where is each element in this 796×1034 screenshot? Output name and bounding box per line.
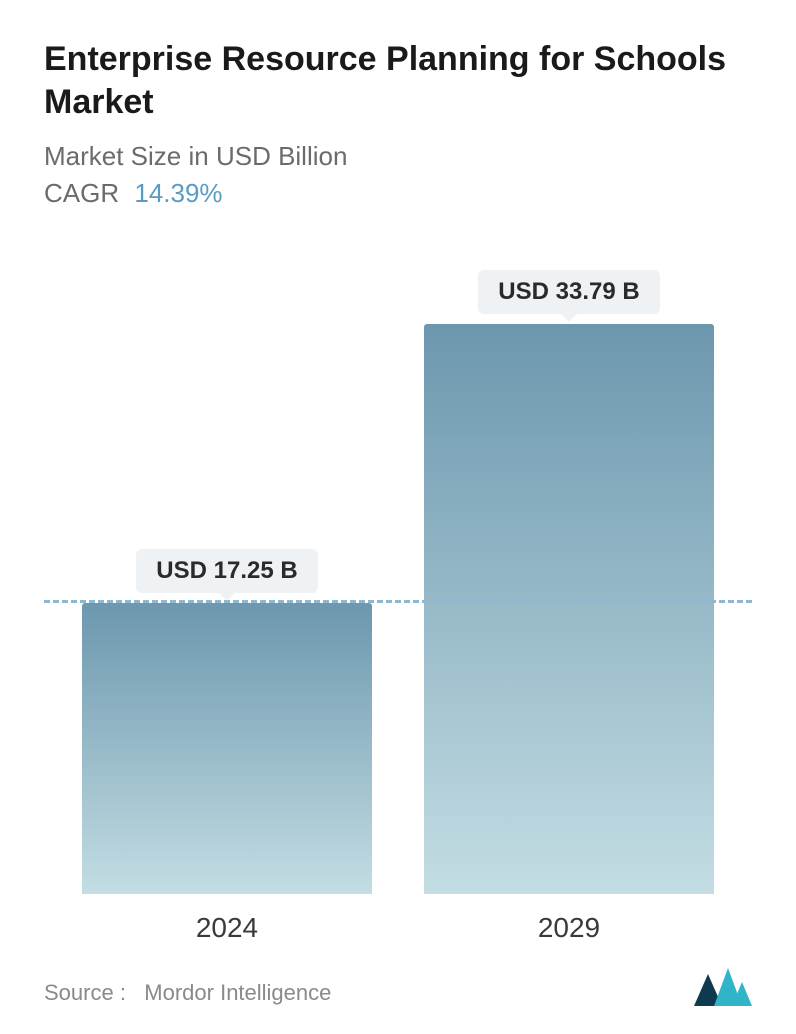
source-text: Source : Mordor Intelligence (44, 980, 331, 1006)
chart-footer: Source : Mordor Intelligence (44, 954, 752, 1006)
mordor-logo-icon (694, 966, 752, 1006)
value-badge-0: USD 17.25 B (136, 549, 317, 593)
cagr-value: 14.39% (134, 178, 222, 208)
x-axis-labels: 2024 2029 (56, 912, 740, 944)
source-label: Source : (44, 980, 126, 1005)
cagr-row: CAGR 14.39% (44, 178, 752, 209)
x-label-0: 2024 (82, 912, 372, 944)
value-badge-1: USD 33.79 B (478, 270, 659, 314)
bar-1 (424, 324, 714, 894)
bar-0 (82, 603, 372, 894)
bar-group-1: USD 33.79 B (424, 270, 714, 894)
chart-plot-area: USD 17.25 B USD 33.79 B 2024 2029 (56, 237, 740, 954)
chart-title: Enterprise Resource Planning for Schools… (44, 38, 752, 123)
bars-group: USD 17.25 B USD 33.79 B (56, 237, 740, 894)
reference-line (44, 600, 752, 603)
chart-container: Enterprise Resource Planning for Schools… (0, 0, 796, 1034)
x-label-1: 2029 (424, 912, 714, 944)
chart-subtitle: Market Size in USD Billion (44, 141, 752, 172)
cagr-label: CAGR (44, 178, 119, 208)
source-name: Mordor Intelligence (144, 980, 331, 1005)
